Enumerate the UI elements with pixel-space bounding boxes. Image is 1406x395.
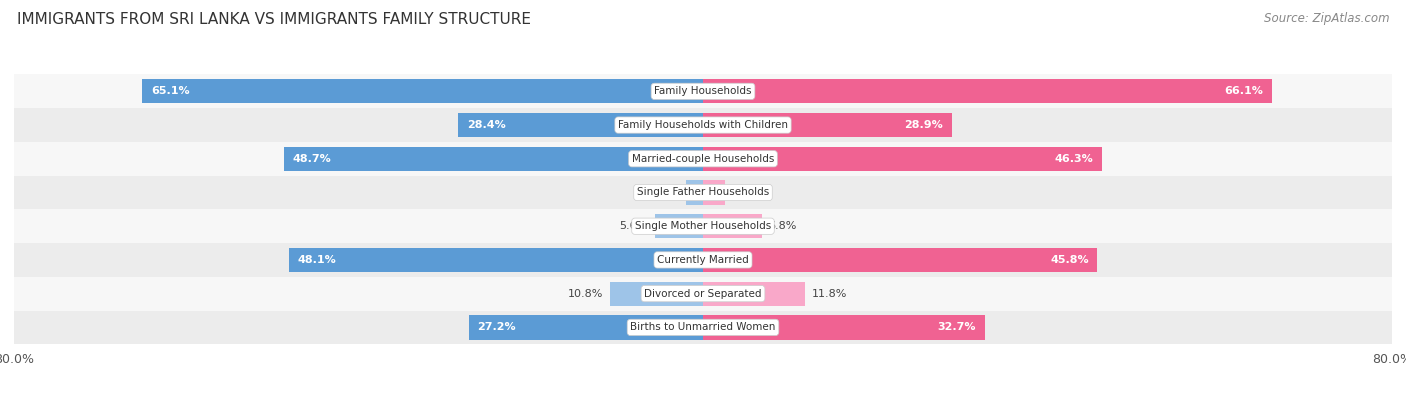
Bar: [655, 214, 703, 238]
Text: Births to Unmarried Women: Births to Unmarried Women: [630, 322, 776, 332]
Bar: [14, 176, 1392, 209]
Bar: [14, 209, 1392, 243]
Text: 32.7%: 32.7%: [938, 322, 976, 332]
Text: Married-couple Households: Married-couple Households: [631, 154, 775, 164]
Text: IMMIGRANTS FROM SRI LANKA VS IMMIGRANTS FAMILY STRUCTURE: IMMIGRANTS FROM SRI LANKA VS IMMIGRANTS …: [17, 12, 531, 27]
Text: 46.3%: 46.3%: [1054, 154, 1092, 164]
Bar: [14, 142, 1392, 176]
Bar: [703, 315, 984, 340]
Text: 66.1%: 66.1%: [1225, 87, 1264, 96]
Bar: [14, 243, 1392, 277]
Bar: [703, 214, 762, 238]
Text: 48.7%: 48.7%: [292, 154, 330, 164]
Text: Divorced or Separated: Divorced or Separated: [644, 289, 762, 299]
Bar: [703, 282, 804, 306]
Bar: [288, 248, 703, 272]
Bar: [686, 181, 703, 205]
Text: 2.5%: 2.5%: [731, 188, 759, 198]
Bar: [703, 113, 952, 137]
Bar: [284, 147, 703, 171]
Text: 11.8%: 11.8%: [811, 289, 846, 299]
Bar: [703, 147, 1102, 171]
Bar: [703, 181, 724, 205]
Text: Single Mother Households: Single Mother Households: [636, 221, 770, 231]
Text: 10.8%: 10.8%: [568, 289, 603, 299]
Text: Currently Married: Currently Married: [657, 255, 749, 265]
Text: 45.8%: 45.8%: [1050, 255, 1088, 265]
Bar: [703, 79, 1272, 103]
Text: 28.9%: 28.9%: [904, 120, 943, 130]
Bar: [14, 108, 1392, 142]
Text: Family Households with Children: Family Households with Children: [619, 120, 787, 130]
Bar: [142, 79, 703, 103]
Text: Family Households: Family Households: [654, 87, 752, 96]
Bar: [14, 75, 1392, 108]
Text: 2.0%: 2.0%: [651, 188, 679, 198]
Text: 65.1%: 65.1%: [150, 87, 190, 96]
Bar: [468, 315, 703, 340]
Bar: [703, 248, 1098, 272]
Text: 5.6%: 5.6%: [620, 221, 648, 231]
Text: 28.4%: 28.4%: [467, 120, 506, 130]
Bar: [610, 282, 703, 306]
Bar: [14, 310, 1392, 344]
Text: 6.8%: 6.8%: [769, 221, 797, 231]
Text: Source: ZipAtlas.com: Source: ZipAtlas.com: [1264, 12, 1389, 25]
Bar: [458, 113, 703, 137]
Text: 27.2%: 27.2%: [478, 322, 516, 332]
Text: Single Father Households: Single Father Households: [637, 188, 769, 198]
Text: 48.1%: 48.1%: [298, 255, 336, 265]
Bar: [14, 277, 1392, 310]
